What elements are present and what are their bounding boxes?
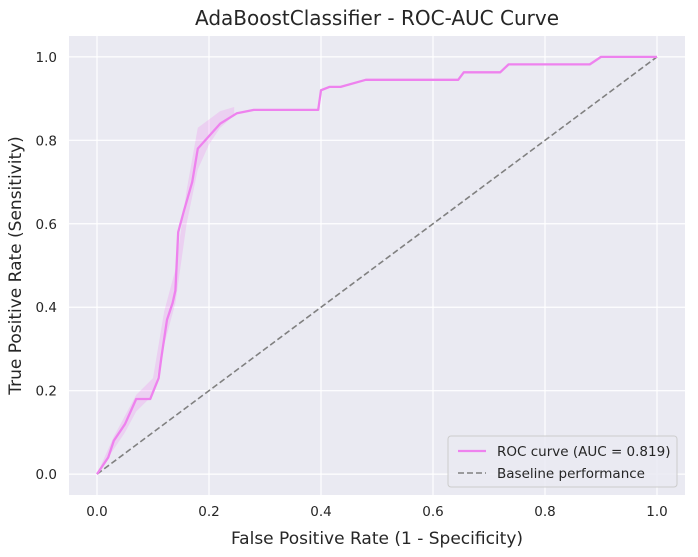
legend-label-roc: ROC curve (AUC = 0.819) [497,444,670,460]
x-tick-label: 0.0 [86,504,107,520]
x-axis-label: False Positive Rate (1 - Specificity) [231,529,523,549]
legend: ROC curve (AUC = 0.819) Baseline perform… [447,435,678,488]
legend-label-baseline: Baseline performance [497,466,645,482]
grid [69,36,685,495]
series-lines [96,55,658,475]
y-tick-label: 1.0 [36,50,57,66]
y-tick-label: 0.6 [36,217,57,233]
x-tick-label: 0.6 [422,504,443,520]
y-tick-label: 0.0 [36,467,57,483]
x-tick-label: 0.4 [310,504,331,520]
y-tick-label: 0.2 [36,384,57,400]
x-tick-label: 0.8 [534,504,555,520]
y-axis-label: True Positive Rate (Sensitivity) [6,136,26,396]
x-tick-label: 0.2 [198,504,219,520]
chart-title: AdaBoostClassifier - ROC-AUC Curve [195,6,559,30]
y-tick-label: 0.4 [36,300,57,316]
baseline-line [96,56,658,475]
legend-box [447,435,678,488]
x-tick-labels: 0.0 0.2 0.4 0.6 0.8 1.0 [86,504,667,520]
plot-area [69,36,685,495]
y-tick-label: 0.8 [36,133,57,149]
x-tick-label: 1.0 [646,504,667,520]
roc-curve-line [96,55,657,475]
y-tick-labels: 0.0 0.2 0.4 0.6 0.8 1.0 [36,50,57,483]
